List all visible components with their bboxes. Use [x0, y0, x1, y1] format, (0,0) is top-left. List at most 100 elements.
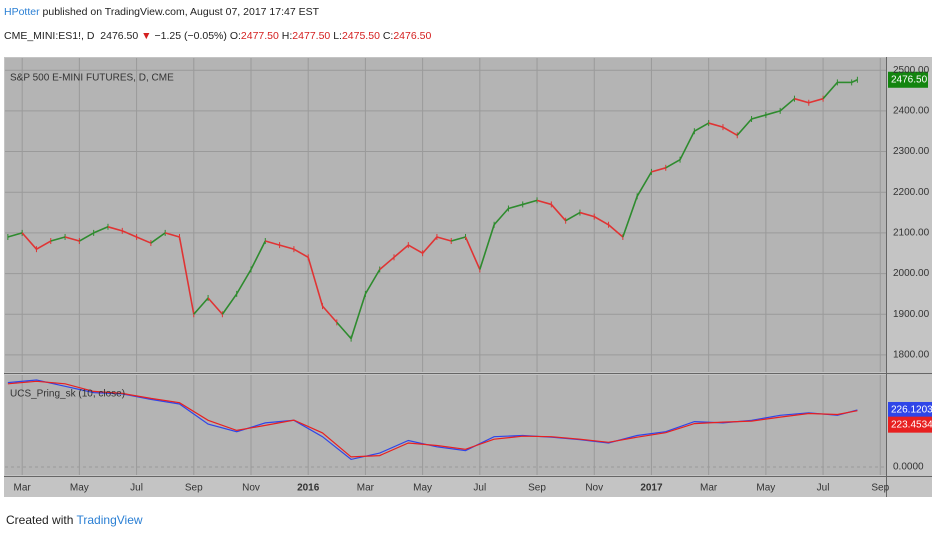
x-tick-label: Sep: [528, 483, 546, 494]
x-tick-label: Sep: [871, 483, 889, 494]
publish-line: HPotter published on TradingView.com, Au…: [4, 0, 928, 24]
price-segment: [78, 232, 95, 242]
brand[interactable]: TradingView: [76, 513, 143, 527]
price-segment: [279, 244, 295, 250]
price-segment: [207, 297, 223, 315]
price-segment: [50, 236, 66, 242]
price-segment: [851, 79, 858, 84]
price-segment: [93, 226, 109, 234]
price-segment: [21, 232, 38, 250]
price-segment: [736, 118, 753, 136]
labels: S&P 500 E-MINI FUTURES, D, CME UCS_Pring…: [10, 65, 932, 494]
x-tick-label: Nov: [242, 483, 260, 494]
x-tick-label: 2017: [640, 483, 663, 494]
arrow: ▼: [141, 30, 152, 42]
price-segment: [765, 110, 781, 116]
x-tick-label: Jul: [817, 483, 830, 494]
last: 2476.50: [100, 30, 139, 42]
x-tick-label: Mar: [700, 483, 718, 494]
quote-line: CME_MINI:ES1!, D 2476.50 ▼ −1.25 (−0.05%…: [4, 24, 928, 48]
price-segment: [822, 81, 838, 100]
indicator-line: [7, 379, 858, 461]
close: 2476.50: [393, 30, 432, 42]
price-segment: [64, 236, 80, 242]
x-tick-label: May: [756, 483, 775, 494]
price-segment: [593, 215, 609, 226]
price-segment: [178, 236, 195, 315]
grid: [5, 58, 886, 475]
symbol[interactable]: CME_MINI:ES1!, D: [4, 30, 95, 42]
y-tick-label: 2000.00: [893, 268, 930, 279]
price-segment: [164, 232, 180, 238]
price-segment: [379, 256, 395, 271]
price-pane: [5, 58, 886, 372]
y-tick-label: 1800.00: [893, 350, 930, 361]
price-segment: [751, 114, 767, 120]
y-tick-label: 2100.00: [893, 228, 930, 239]
price-segment: [651, 167, 666, 173]
price-segment: [579, 211, 595, 218]
price-segment: [393, 244, 409, 258]
x-tick-label: Mar: [357, 483, 375, 494]
last-value-box: [888, 401, 932, 418]
created: Created with: [6, 513, 74, 527]
price-segment: [265, 240, 280, 246]
x-tick-label: Sep: [185, 483, 203, 494]
price-segment: [608, 224, 624, 238]
high: 2477.50: [292, 30, 331, 42]
price-segment: [307, 257, 324, 307]
low: 2475.50: [341, 30, 380, 42]
last-price-label: 2476.50: [891, 74, 928, 85]
y-tick-label: 2200.00: [893, 187, 930, 198]
last-price-box: [888, 71, 928, 88]
x-tick-label: May: [70, 483, 89, 494]
y-tick-label: 0.0000: [893, 462, 924, 473]
indicator-title: UCS_Pring_sk (10, close): [10, 389, 125, 400]
price-segment: [665, 158, 681, 169]
price-segment: [436, 236, 452, 242]
price-segment: [565, 211, 581, 222]
publisher[interactable]: HPotter: [4, 6, 40, 18]
o-label: O:: [229, 30, 241, 42]
change: −1.25 (−0.05%): [154, 30, 227, 42]
indicator-line: [7, 380, 858, 458]
x-tick-label: Nov: [585, 483, 603, 494]
y-tick-label: 2400.00: [893, 106, 930, 117]
published: published on TradingView.com, August 07,…: [42, 6, 320, 18]
price-segment: [250, 240, 267, 270]
chart: S&P 500 E-MINI FUTURES, D, CME UCS_Pring…: [4, 57, 932, 497]
h-label: H:: [281, 30, 293, 42]
price-segment: [508, 203, 523, 210]
last-value-box: [888, 416, 932, 433]
price-segment: [193, 297, 209, 315]
x-tick-label: Jul: [130, 483, 143, 494]
price-segment: [536, 199, 552, 206]
price-segment: [464, 236, 481, 270]
price-segment: [336, 321, 352, 340]
y-tick-label: 2300.00: [893, 146, 930, 157]
c-label: C:: [382, 30, 394, 42]
last-value-label: 223.4534: [891, 419, 932, 430]
price-title: S&P 500 E-MINI FUTURES, D, CME: [10, 73, 174, 84]
l-label: L:: [333, 30, 342, 42]
price-segment: [236, 269, 252, 295]
x-tick-label: 2016: [297, 483, 320, 494]
price-segment: [407, 244, 424, 254]
price-segment: [808, 97, 824, 104]
price-segment: [107, 226, 123, 232]
price-segment: [422, 236, 438, 254]
price-segment: [350, 293, 367, 339]
price-segment: [522, 199, 538, 206]
last-value-label: 226.1203: [891, 405, 932, 416]
price-segment: [293, 248, 309, 258]
price-segment: [479, 224, 495, 270]
price-segment: [136, 236, 152, 244]
price-segment: [622, 196, 638, 238]
price-segment: [221, 293, 238, 315]
marks: [7, 71, 932, 461]
price-segment: [7, 232, 23, 238]
price-segment: [550, 203, 567, 222]
header: HPotter published on TradingView.com, Au…: [4, 0, 928, 48]
price-segment: [679, 130, 696, 161]
